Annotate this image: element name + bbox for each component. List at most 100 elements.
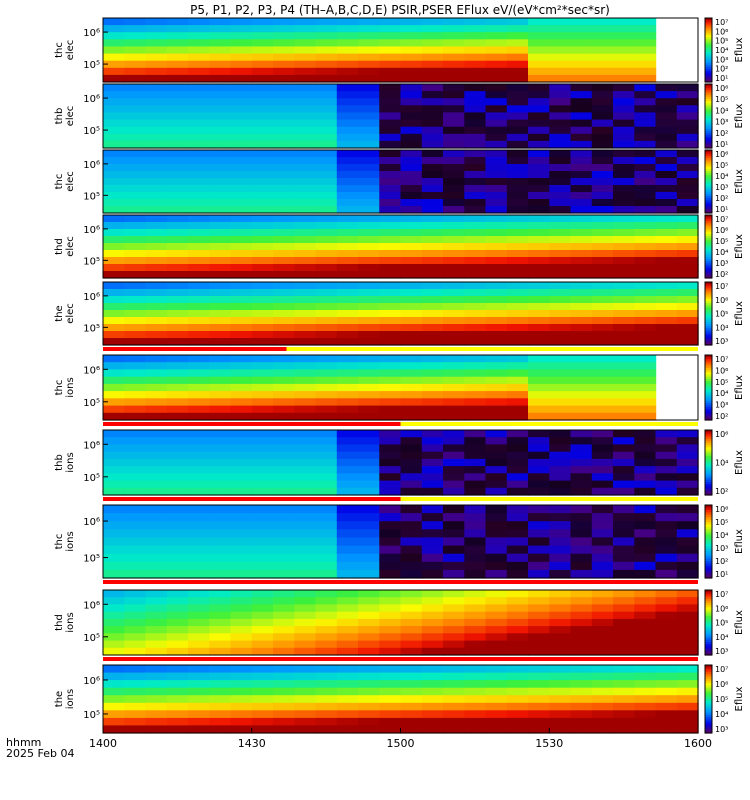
heatmap-cell bbox=[443, 39, 465, 47]
heatmap-cell bbox=[591, 451, 614, 460]
y-tick-label: 10⁵ bbox=[83, 554, 100, 565]
heatmap-cell bbox=[485, 412, 508, 421]
heatmap-cell bbox=[634, 331, 657, 339]
heatmap-cell bbox=[188, 430, 210, 438]
heatmap-cell bbox=[145, 355, 168, 363]
heatmap-cell bbox=[124, 561, 147, 571]
heatmap-cell bbox=[464, 529, 487, 538]
heatmap-cell bbox=[379, 561, 402, 571]
heatmap-cell bbox=[421, 466, 444, 474]
heatmap-cell bbox=[421, 604, 444, 613]
colorbar-tick-label: 10⁶ bbox=[715, 226, 728, 235]
heatmap-cell bbox=[294, 296, 317, 304]
heatmap-cell bbox=[103, 39, 125, 47]
heatmap-cell bbox=[251, 561, 274, 571]
heatmap-cell bbox=[655, 537, 678, 547]
colorbar-segment bbox=[705, 398, 712, 402]
heatmap-cell bbox=[294, 695, 317, 704]
heatmap-cell bbox=[230, 545, 253, 555]
heatmap-cell bbox=[358, 229, 380, 237]
colorbar-segment bbox=[705, 240, 712, 243]
heatmap-cell bbox=[634, 39, 657, 47]
heatmap-cell bbox=[443, 185, 465, 193]
heatmap-cell bbox=[209, 513, 232, 522]
heatmap-cell bbox=[209, 140, 232, 149]
heatmap-cell bbox=[188, 665, 210, 674]
heatmap-cell bbox=[591, 362, 614, 370]
heatmap-cell bbox=[188, 355, 210, 363]
colorbar-segment bbox=[705, 618, 712, 621]
heatmap-cell bbox=[400, 376, 423, 385]
heatmap-cell bbox=[549, 553, 572, 563]
heatmap-cell bbox=[591, 505, 614, 514]
heatmap-cell bbox=[166, 437, 189, 445]
heatmap-cell bbox=[655, 112, 678, 121]
heatmap-cell bbox=[294, 618, 317, 627]
heatmap-cell bbox=[166, 60, 189, 69]
heatmap-cell bbox=[188, 437, 210, 445]
colorbar-segment bbox=[705, 22, 712, 25]
heatmap-cell bbox=[464, 250, 487, 258]
heatmap-cell bbox=[336, 405, 359, 414]
heatmap-cell bbox=[676, 264, 699, 272]
heatmap-cell bbox=[209, 405, 232, 414]
heatmap-cell bbox=[209, 412, 232, 421]
panel-probe-label: thb bbox=[54, 454, 65, 471]
heatmap-cell bbox=[549, 324, 572, 332]
heatmap-cell bbox=[485, 324, 508, 332]
heatmap-cell bbox=[251, 236, 274, 244]
heatmap-cell bbox=[166, 405, 189, 414]
colorbar-segment bbox=[705, 573, 712, 577]
heatmap-cell bbox=[358, 611, 380, 620]
heatmap-cell bbox=[124, 430, 147, 438]
heatmap-cell bbox=[294, 84, 317, 92]
heatmap-cell bbox=[528, 473, 550, 482]
heatmap-cell bbox=[655, 98, 678, 106]
heatmap-cell bbox=[294, 192, 317, 200]
heatmap-cell bbox=[294, 569, 317, 579]
heatmap-cell bbox=[103, 257, 125, 265]
heatmap-cell bbox=[676, 633, 699, 642]
heatmap-cell bbox=[464, 32, 487, 40]
heatmap-cell bbox=[570, 618, 593, 627]
heatmap-cell bbox=[358, 451, 380, 460]
heatmap-cell bbox=[103, 487, 125, 496]
heatmap-cell bbox=[230, 32, 253, 40]
heatmap-cell bbox=[485, 451, 508, 460]
heatmap-cell bbox=[464, 164, 487, 172]
heatmap-cell bbox=[336, 133, 359, 142]
panel-species-label: ions bbox=[65, 377, 76, 397]
heatmap-cell bbox=[464, 192, 487, 200]
heatmap-cell bbox=[294, 317, 317, 325]
heatmap-cell bbox=[379, 545, 402, 555]
heatmap-cell bbox=[549, 680, 572, 689]
heatmap-cell bbox=[506, 391, 529, 399]
heatmap-cell bbox=[315, 243, 338, 251]
heatmap-cell bbox=[315, 695, 338, 704]
heatmap-cell bbox=[166, 257, 189, 265]
heatmap-cell bbox=[570, 157, 593, 165]
heatmap-cell bbox=[379, 640, 402, 649]
heatmap-cell bbox=[251, 32, 274, 40]
colorbar-segment bbox=[705, 434, 712, 438]
colorbar-segment bbox=[705, 248, 712, 252]
heatmap-cell bbox=[145, 164, 168, 172]
heatmap-cell bbox=[230, 67, 253, 76]
heatmap-cell bbox=[251, 398, 274, 407]
heatmap-cell bbox=[549, 250, 572, 258]
heatmap-cell bbox=[273, 46, 295, 55]
heatmap-cell bbox=[379, 680, 402, 689]
colorbar-tick-label: 10⁵ bbox=[715, 237, 728, 246]
heatmap-cell bbox=[103, 84, 125, 92]
heatmap-cell bbox=[528, 250, 550, 258]
heatmap-cell bbox=[421, 178, 444, 186]
heatmap-cell bbox=[294, 369, 317, 378]
heatmap-cell bbox=[145, 243, 168, 251]
heatmap-cell bbox=[188, 199, 210, 207]
colorbar-segment bbox=[705, 183, 712, 187]
heatmap-cell bbox=[251, 513, 274, 522]
heatmap-cell bbox=[315, 296, 338, 304]
heatmap-cell bbox=[676, 324, 699, 332]
heatmap-cell bbox=[103, 338, 125, 346]
heatmap-cell bbox=[188, 67, 210, 76]
